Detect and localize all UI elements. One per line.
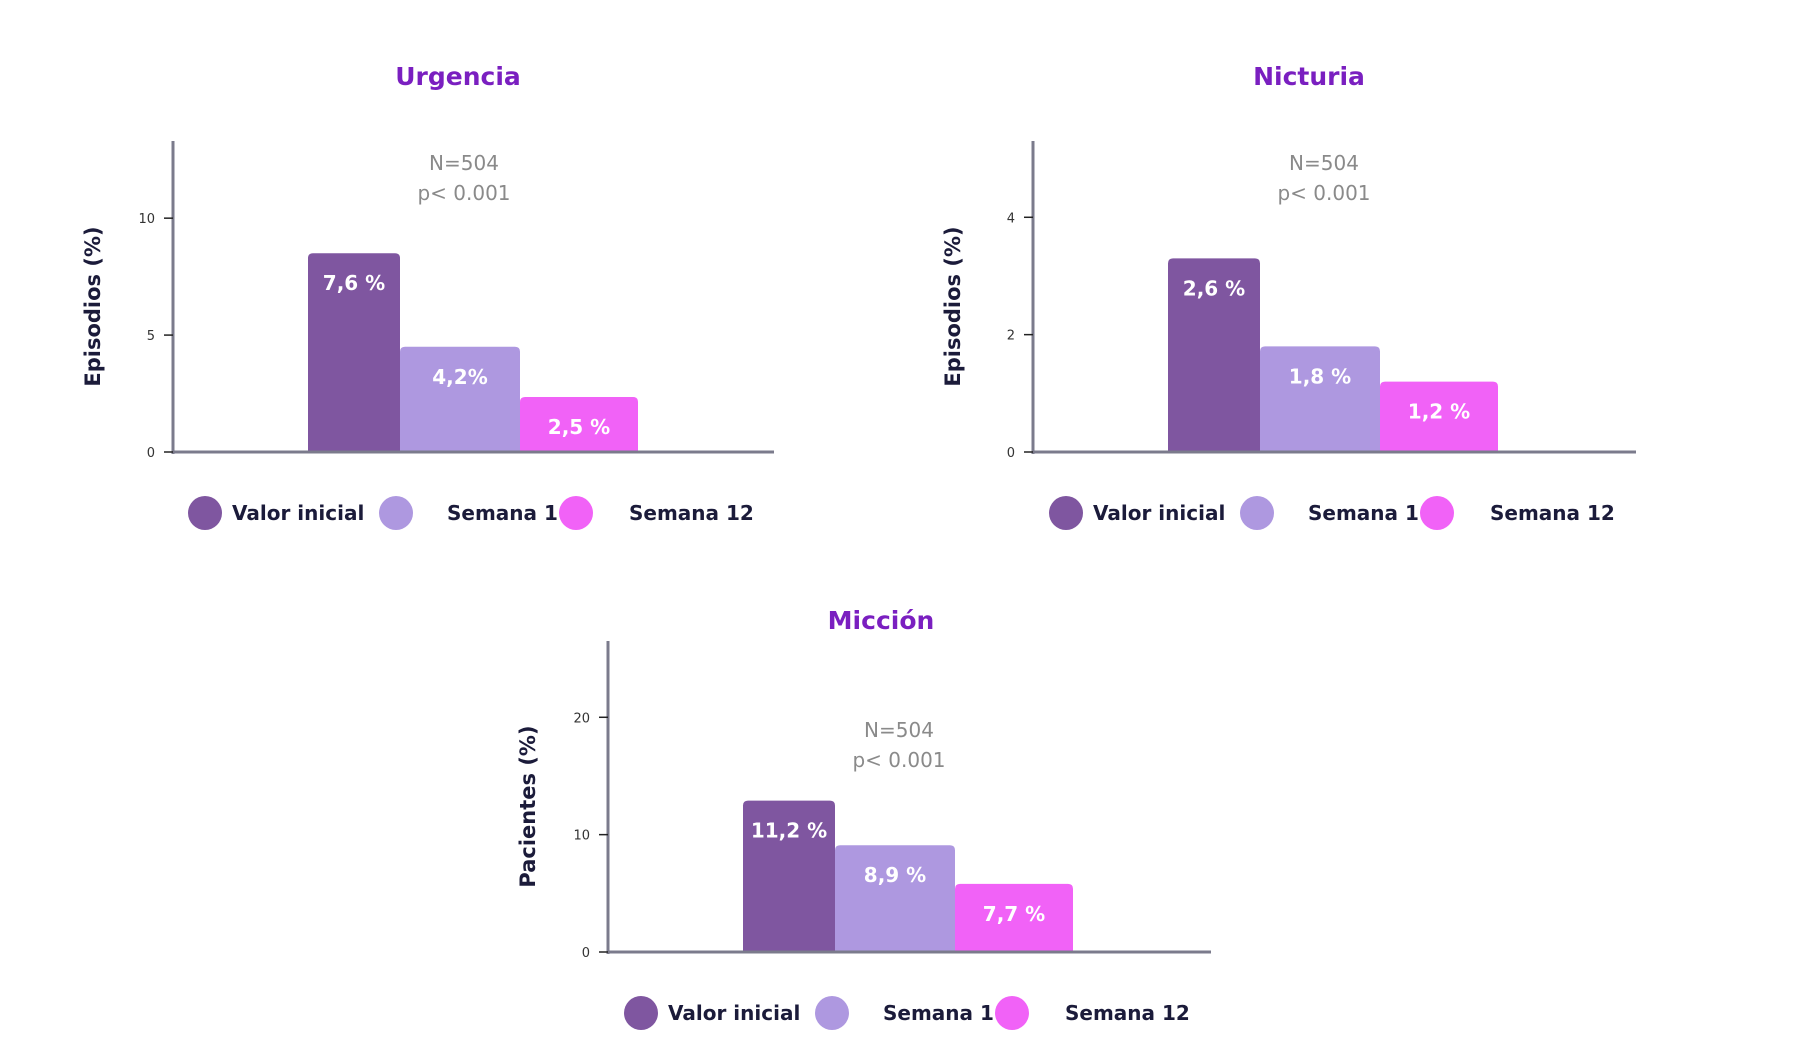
legend-marker [1240,496,1274,530]
bar-value-label: 1,2 % [1408,400,1470,424]
bar-value-label: 11,2 % [751,819,827,843]
bar-2 [400,346,520,452]
y-tick-label: 4 [1007,211,1015,226]
legend-marker [379,496,413,530]
legend-marker [1049,496,1083,530]
bar-1 [743,800,835,952]
bar-value-label: 4,2% [432,365,487,389]
legend-marker [995,996,1029,1030]
legend-marker [188,496,222,530]
legend-label: Valor inicial [232,501,364,525]
annotation-text: N=504 [429,151,499,175]
legend-label: Semana 12 [629,501,754,525]
y-axis-label: Pacientes (%) [516,725,540,887]
legend-marker [559,496,593,530]
legend-label: Semana 1 [883,1001,994,1025]
annotation-text: p< 0.001 [1277,181,1370,205]
bar-value-label: 2,5 % [548,415,610,439]
y-tick-label: 20 [573,711,590,726]
bar-value-label: 7,7 % [983,902,1045,926]
annotation-text: N=504 [1289,151,1359,175]
annotation-text: p< 0.001 [852,748,945,772]
legend-label: Valor inicial [1093,501,1225,525]
annotation-text: p< 0.001 [417,181,510,205]
y-tick-label: 0 [582,946,590,961]
legend: Valor inicial Semana 1 Semana 12 [188,496,754,530]
legend-label: Valor inicial [668,1001,800,1025]
legend-label: Semana 1 [1308,501,1419,525]
bar-3 [520,397,638,452]
bar-1 [308,253,400,452]
y-tick-label: 10 [138,212,155,227]
y-tick-label: 10 [573,829,590,844]
y-tick-label: 5 [147,329,155,344]
chart-miccin: Micción Pacientes (%) 11,2 % 8,9 % 7,7 % 0 10 2… [516,606,1211,1030]
bar-1 [1168,258,1260,452]
bar-2 [835,845,955,952]
chart-title: Micción [828,606,935,635]
chart-nicturia: Nicturia Episodios (%) 2,6 % 1,8 % 1,2 % 0 2 4 N… [941,62,1636,530]
legend-label: Semana 12 [1065,1001,1190,1025]
y-axis-label: Episodios (%) [81,226,105,386]
chart-title: Urgencia [395,62,521,91]
bar-2 [1260,346,1380,452]
annotation-text: N=504 [864,718,934,742]
bar-3 [955,883,1073,952]
legend-marker [815,996,849,1030]
bar-value-label: 1,8 % [1289,364,1351,388]
y-axis-label: Episodios (%) [941,226,965,386]
legend: Valor inicial Semana 1 Semana 12 [1049,496,1615,530]
y-tick-label: 0 [1007,446,1015,461]
legend: Valor inicial Semana 1 Semana 12 [624,996,1190,1030]
y-tick-label: 0 [147,446,155,461]
bar-3 [1380,381,1498,452]
bar-value-label: 8,9 % [864,863,926,887]
chart-urgencia: Urgencia Episodios (%) 7,6 % 4,2% 2,5 % 0 5 10 N… [81,62,774,530]
legend-label: Semana 1 [447,501,558,525]
y-tick-label: 2 [1007,329,1015,344]
bar-value-label: 2,6 % [1183,276,1245,300]
chart-title: Nicturia [1253,62,1365,91]
bar-value-label: 7,6 % [323,271,385,295]
legend-marker [1420,496,1454,530]
legend-marker [624,996,658,1030]
legend-label: Semana 12 [1490,501,1615,525]
